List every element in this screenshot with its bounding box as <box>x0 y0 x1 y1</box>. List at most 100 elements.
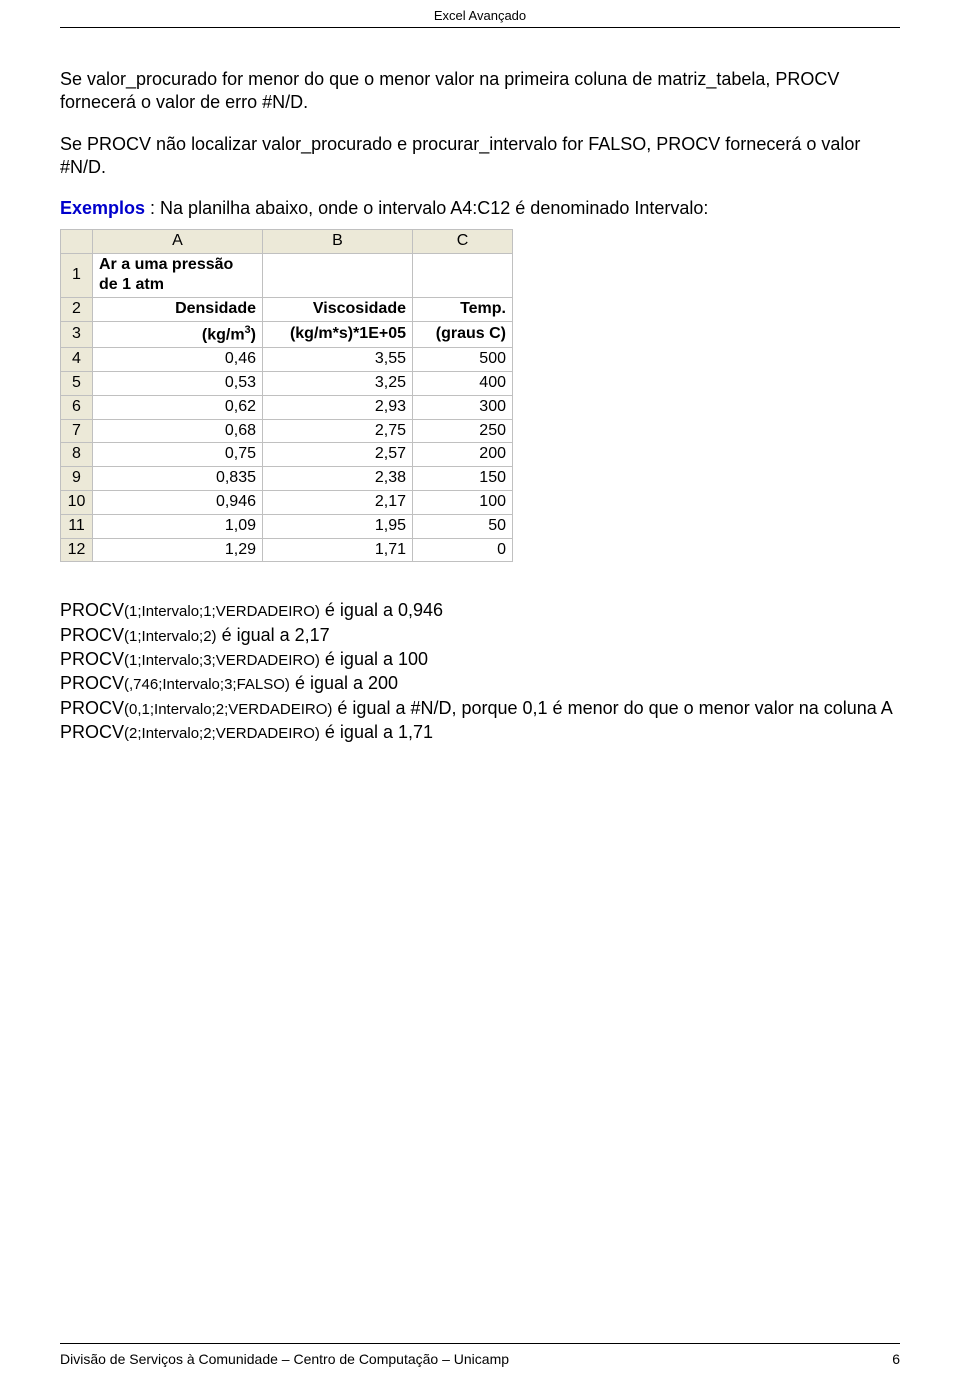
row-header: 10 <box>61 490 93 514</box>
cell: 100 <box>413 490 513 514</box>
cell: (kg/m*s)*1E+05 <box>263 322 413 348</box>
table-row: 80,752,57200 <box>61 443 513 467</box>
procv-fn: PROCV <box>60 625 124 645</box>
cell: Ar a uma pressão de 1 atm <box>93 253 263 298</box>
procv-args: (,746;Intervalo;3;FALSO) <box>124 676 290 693</box>
row-header: 8 <box>61 443 93 467</box>
procv-args: (2;Intervalo;2;VERDADEIRO) <box>124 725 320 742</box>
cell: Viscosidade <box>263 298 413 322</box>
cell: 0,46 <box>93 348 263 372</box>
cell: 3,55 <box>263 348 413 372</box>
cell: 250 <box>413 419 513 443</box>
procv-line: PROCV(0,1;Intervalo;2;VERDADEIRO) é igua… <box>60 696 900 720</box>
row-header: 2 <box>61 298 93 322</box>
page-header: Excel Avançado <box>60 0 900 28</box>
row-header: 11 <box>61 514 93 538</box>
table-row: 1Ar a uma pressão de 1 atm <box>61 253 513 298</box>
exemplos-label: Exemplos <box>60 198 145 218</box>
cell <box>263 253 413 298</box>
table-row: 50,533,25400 <box>61 371 513 395</box>
procv-args: (1;Intervalo;2) <box>124 628 217 645</box>
row-header: 4 <box>61 348 93 372</box>
cell: 0,75 <box>93 443 263 467</box>
exemplos-line: Exemplos : Na planilha abaixo, onde o in… <box>60 197 900 220</box>
cell: 2,17 <box>263 490 413 514</box>
cell: 400 <box>413 371 513 395</box>
procv-fn: PROCV <box>60 600 124 620</box>
procv-block: PROCV(1;Intervalo;1;VERDADEIRO) é igual … <box>60 598 900 744</box>
cell: 0,62 <box>93 395 263 419</box>
cell: 0,835 <box>93 467 263 491</box>
procv-args: (0,1;Intervalo;2;VERDADEIRO) <box>124 701 332 718</box>
cell: 0,946 <box>93 490 263 514</box>
procv-line: PROCV(,746;Intervalo;3;FALSO) é igual a … <box>60 671 900 695</box>
cell: 2,38 <box>263 467 413 491</box>
spreadsheet-table: A B C 1Ar a uma pressão de 1 atm2Densida… <box>60 229 513 562</box>
cell: 0,53 <box>93 371 263 395</box>
procv-fn: PROCV <box>60 698 124 718</box>
row-header: 5 <box>61 371 93 395</box>
cell: 500 <box>413 348 513 372</box>
paragraph-2: Se PROCV não localizar valor_procurado e… <box>60 133 900 180</box>
table-row: 70,682,75250 <box>61 419 513 443</box>
procv-line: PROCV(1;Intervalo;3;VERDADEIRO) é igual … <box>60 647 900 671</box>
procv-result: é igual a 2,17 <box>217 625 330 645</box>
row-header: 6 <box>61 395 93 419</box>
cell: 1,71 <box>263 538 413 562</box>
cell: 2,57 <box>263 443 413 467</box>
footer-left: Divisão de Serviços à Comunidade – Centr… <box>60 1350 509 1368</box>
procv-fn: PROCV <box>60 722 124 742</box>
col-header-a: A <box>93 229 263 253</box>
table-row: 3(kg/m3)(kg/m*s)*1E+05(graus C) <box>61 322 513 348</box>
cell: 0 <box>413 538 513 562</box>
cell: Temp. <box>413 298 513 322</box>
col-header-c: C <box>413 229 513 253</box>
table-row: 60,622,93300 <box>61 395 513 419</box>
cell: 1,95 <box>263 514 413 538</box>
row-header: 9 <box>61 467 93 491</box>
procv-result: é igual a 0,946 <box>320 600 443 620</box>
table-row: 2DensidadeViscosidadeTemp. <box>61 298 513 322</box>
procv-result: é igual a 1,71 <box>320 722 433 742</box>
procv-result: é igual a 100 <box>320 649 428 669</box>
row-header: 3 <box>61 322 93 348</box>
row-header: 7 <box>61 419 93 443</box>
procv-result: é igual a #N/D, porque 0,1 é menor do qu… <box>332 698 892 718</box>
corner-cell <box>61 229 93 253</box>
procv-line: PROCV(1;Intervalo;2) é igual a 2,17 <box>60 623 900 647</box>
page-footer: Divisão de Serviços à Comunidade – Centr… <box>60 1343 900 1368</box>
cell: 0,68 <box>93 419 263 443</box>
table-row: 111,091,9550 <box>61 514 513 538</box>
procv-line: PROCV(1;Intervalo;1;VERDADEIRO) é igual … <box>60 598 900 622</box>
cell: 3,25 <box>263 371 413 395</box>
cell: 150 <box>413 467 513 491</box>
procv-fn: PROCV <box>60 673 124 693</box>
procv-args: (1;Intervalo;3;VERDADEIRO) <box>124 652 320 669</box>
row-header: 12 <box>61 538 93 562</box>
table-row: 100,9462,17100 <box>61 490 513 514</box>
table-row: 90,8352,38150 <box>61 467 513 491</box>
cell: 300 <box>413 395 513 419</box>
cell: 1,09 <box>93 514 263 538</box>
paragraph-1: Se valor_procurado for menor do que o me… <box>60 68 900 115</box>
cell: (graus C) <box>413 322 513 348</box>
cell: (kg/m3) <box>93 322 263 348</box>
cell: Densidade <box>93 298 263 322</box>
cell: 1,29 <box>93 538 263 562</box>
procv-fn: PROCV <box>60 649 124 669</box>
row-header: 1 <box>61 253 93 298</box>
cell: 2,75 <box>263 419 413 443</box>
procv-args: (1;Intervalo;1;VERDADEIRO) <box>124 603 320 620</box>
cell: 200 <box>413 443 513 467</box>
cell <box>413 253 513 298</box>
table-row: 121,291,710 <box>61 538 513 562</box>
header-title-text: Excel Avançado <box>434 8 526 23</box>
cell: 50 <box>413 514 513 538</box>
cell: 2,93 <box>263 395 413 419</box>
exemplos-rest: : Na planilha abaixo, onde o intervalo A… <box>145 198 708 218</box>
procv-result: é igual a 200 <box>290 673 398 693</box>
column-header-row: A B C <box>61 229 513 253</box>
col-header-b: B <box>263 229 413 253</box>
footer-page-number: 6 <box>892 1350 900 1368</box>
table-row: 40,463,55500 <box>61 348 513 372</box>
